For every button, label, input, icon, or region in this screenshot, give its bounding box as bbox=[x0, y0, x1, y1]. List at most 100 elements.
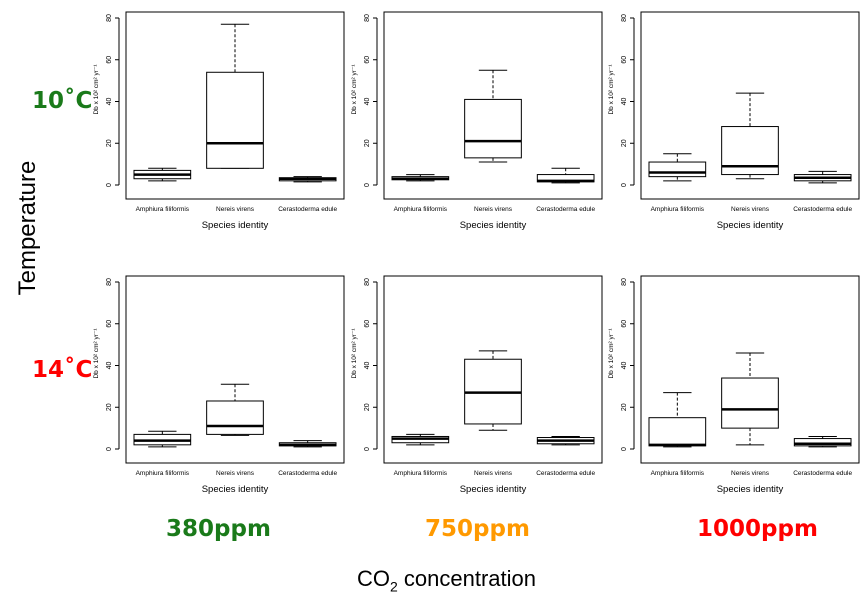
boxplot-panel: 0 20 40 60 80 Db x 10² cm² yr⁻¹ Amphiura filif… bbox=[93, 11, 345, 231]
y-tick-label: 60 bbox=[364, 320, 371, 328]
box-1 bbox=[206, 383, 264, 436]
y-tick-label: 80 bbox=[364, 14, 371, 22]
x-axis-label: Species identity bbox=[717, 484, 784, 495]
plot-frame bbox=[640, 275, 860, 464]
box-1 bbox=[464, 69, 522, 163]
box-2 bbox=[793, 170, 852, 184]
box-iqr bbox=[206, 71, 264, 169]
x-tick-label: Cerastoderma edule bbox=[793, 470, 852, 477]
col-label-380ppm: 380ppm bbox=[166, 516, 271, 542]
x-axis-label: Species identity bbox=[202, 220, 269, 231]
boxplot-panel: 0 20 40 60 80 Db x 10² cm² yr⁻¹ Amphiura filif… bbox=[351, 11, 603, 231]
x-tick-label: Nereis virens bbox=[216, 470, 255, 477]
box-iqr bbox=[648, 417, 707, 447]
x-tick-label: Nereis virens bbox=[731, 470, 770, 477]
y-tick-label: 40 bbox=[106, 362, 113, 370]
y-axis-label: Db x 10² cm² yr⁻¹ bbox=[93, 328, 100, 379]
y-axis-label: Db x 10² cm² yr⁻¹ bbox=[351, 64, 358, 115]
y-tick-label: 20 bbox=[364, 139, 371, 147]
y-tick-label: 20 bbox=[106, 403, 113, 411]
y-tick-label: 80 bbox=[621, 14, 628, 22]
y-tick-label: 40 bbox=[364, 98, 371, 106]
y-tick-label: 60 bbox=[621, 320, 628, 328]
x-tick-label: Cerastoderma edule bbox=[536, 206, 595, 213]
y-axis-label: Db x 10² cm² yr⁻¹ bbox=[93, 64, 100, 115]
box-1 bbox=[721, 352, 779, 446]
box-1 bbox=[206, 23, 264, 169]
x-title-co: CO bbox=[357, 566, 390, 591]
box-0 bbox=[648, 392, 707, 448]
box-0 bbox=[391, 174, 450, 182]
box-2 bbox=[536, 167, 595, 184]
y-tick-label: 20 bbox=[364, 403, 371, 411]
boxplot-panel: 0 20 40 60 80 Db x 10² cm² yr⁻¹ Amphiura filif… bbox=[93, 275, 345, 495]
row-label-10c: 10˚C bbox=[32, 88, 93, 114]
box-iqr bbox=[721, 377, 779, 429]
y-tick-label: 80 bbox=[106, 14, 113, 22]
x-tick-label: Nereis virens bbox=[474, 470, 513, 477]
figure-x-title: CO2 concentration bbox=[357, 566, 536, 594]
x-axis-label: Species identity bbox=[202, 484, 269, 495]
x-axis-label: Species identity bbox=[460, 484, 527, 495]
x-axis-label: Species identity bbox=[460, 220, 527, 231]
x-tick-label: Cerastoderma edule bbox=[536, 470, 595, 477]
y-tick-label: 40 bbox=[364, 362, 371, 370]
box-iqr bbox=[793, 438, 852, 447]
y-tick-label: 0 bbox=[364, 447, 371, 451]
x-tick-label: Nereis virens bbox=[731, 206, 770, 213]
box-0 bbox=[133, 167, 192, 182]
x-tick-label: Amphiura filiformis bbox=[651, 470, 705, 477]
y-tick-label: 0 bbox=[621, 183, 628, 187]
y-tick-label: 80 bbox=[621, 278, 628, 286]
col-label-1000ppm: 1000ppm bbox=[697, 516, 818, 542]
x-tick-label: Cerastoderma edule bbox=[278, 206, 337, 213]
y-tick-label: 40 bbox=[106, 98, 113, 106]
y-tick-label: 40 bbox=[621, 98, 628, 106]
y-tick-label: 20 bbox=[621, 403, 628, 411]
box-iqr bbox=[464, 98, 522, 159]
x-title-rest: concentration bbox=[397, 566, 536, 591]
y-tick-label: 40 bbox=[621, 362, 628, 370]
box-2 bbox=[278, 176, 337, 183]
plot-frame bbox=[383, 275, 603, 464]
box-0 bbox=[648, 153, 707, 182]
y-tick-label: 0 bbox=[106, 183, 113, 187]
plot-frame bbox=[383, 11, 603, 200]
row-label-14c: 14˚C bbox=[32, 357, 93, 383]
box-1 bbox=[721, 92, 779, 180]
box-0 bbox=[133, 430, 192, 448]
plot-frame bbox=[125, 275, 345, 464]
x-tick-label: Cerastoderma edule bbox=[278, 470, 337, 477]
y-tick-label: 60 bbox=[106, 56, 113, 64]
box-iqr bbox=[206, 400, 264, 435]
col-label-750ppm: 750ppm bbox=[425, 516, 530, 542]
boxplot-panel: 0 20 40 60 80 Db x 10² cm² yr⁻¹ Amphiura filif… bbox=[608, 275, 860, 495]
boxplot-panel: 0 20 40 60 80 Db x 10² cm² yr⁻¹ Amphiura filif… bbox=[608, 11, 860, 231]
y-tick-label: 80 bbox=[364, 278, 371, 286]
x-tick-label: Cerastoderma edule bbox=[793, 206, 852, 213]
y-tick-label: 60 bbox=[621, 56, 628, 64]
x-tick-label: Amphiura filiformis bbox=[651, 206, 705, 213]
x-tick-label: Amphiura filiformis bbox=[394, 470, 448, 477]
boxplot-panel: 0 20 40 60 80 Db x 10² cm² yr⁻¹ Amphiura filif… bbox=[351, 275, 603, 495]
box-2 bbox=[536, 435, 595, 446]
x-title-sub: 2 bbox=[390, 578, 398, 594]
y-tick-label: 60 bbox=[364, 56, 371, 64]
y-axis-label: Db x 10² cm² yr⁻¹ bbox=[608, 64, 615, 115]
box-iqr bbox=[648, 161, 707, 178]
x-tick-label: Nereis virens bbox=[216, 206, 255, 213]
y-tick-label: 0 bbox=[364, 183, 371, 187]
box-0 bbox=[391, 433, 450, 446]
y-tick-label: 20 bbox=[621, 139, 628, 147]
y-axis-label: Db x 10² cm² yr⁻¹ bbox=[351, 328, 358, 379]
x-tick-label: Amphiura filiformis bbox=[136, 470, 190, 477]
box-1 bbox=[464, 350, 522, 431]
x-tick-label: Amphiura filiformis bbox=[394, 206, 448, 213]
box-2 bbox=[278, 440, 337, 448]
x-tick-label: Nereis virens bbox=[474, 206, 513, 213]
x-tick-label: Amphiura filiformis bbox=[136, 206, 190, 213]
box-2 bbox=[793, 435, 852, 448]
y-axis-label: Db x 10² cm² yr⁻¹ bbox=[608, 328, 615, 379]
y-tick-label: 20 bbox=[106, 139, 113, 147]
